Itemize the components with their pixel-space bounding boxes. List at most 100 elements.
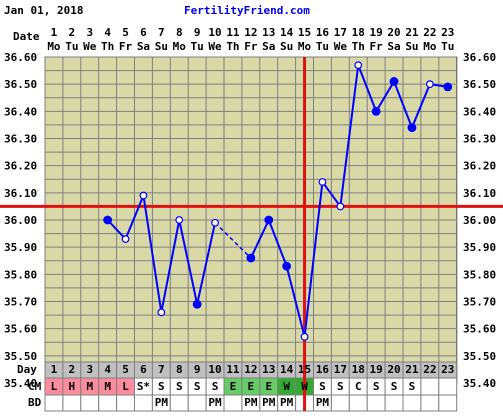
x-date-label: 5 [122,26,129,39]
y-tick-label-right: 35.50 [463,350,496,363]
cycle-day-label: 3 [86,363,93,376]
cm-label: E [230,380,237,393]
y-tick-label-right: 36.20 [463,160,496,173]
y-tick-label-left: 35.70 [4,296,37,309]
cycle-day-label: 8 [176,363,183,376]
row-cell [420,394,440,412]
cycle-day-label: 19 [370,363,383,376]
row-cell [116,394,135,412]
series-segment [124,195,145,240]
x-date-label: 23 [441,26,454,39]
data-point [407,123,417,133]
data-point [103,215,113,225]
bd-label: PM [155,396,169,409]
row-cell [44,394,64,412]
cm-label: S* [137,380,150,393]
y-tick-label-left: 36.40 [4,105,37,118]
data-point [264,215,274,225]
y-tick-label-left: 36.00 [4,214,37,227]
series-segment [160,219,181,313]
cycle-day-label: 12 [244,363,257,376]
x-date-label: 7 [158,26,165,39]
cm-label: M [86,380,93,393]
y-tick-label-left: 36.10 [4,187,37,200]
y-tick-label-right: 35.40 [463,377,496,390]
x-weekday-label: Tu [65,40,78,53]
y-tick-label-right: 36.50 [463,78,496,91]
row-cell [366,394,386,412]
row-cell [134,394,153,412]
x-weekday-label: Mo [298,40,312,53]
cm-label: S [337,380,344,393]
bd-label: PM [262,396,276,409]
cm-label: W [283,380,290,393]
data-point [371,106,381,116]
x-date-label: 22 [423,26,436,39]
x-weekday-label: Sa [262,40,275,53]
x-date-label: 8 [176,26,183,39]
bd-label: PM [244,396,258,409]
x-date-label: 13 [262,26,275,39]
cm-label: S [319,380,326,393]
cycle-day-label: 17 [334,363,347,376]
x-weekday-label: Su [405,40,418,53]
row-cell [98,394,118,412]
y-tick-label-right: 35.70 [463,296,496,309]
cycle-day-label: 15 [298,363,311,376]
x-date-label: 2 [69,26,76,39]
series-segment [178,219,199,305]
cycle-day-label: 4 [104,363,111,376]
y-tick-label-left: 35.40 [4,377,37,390]
day-row-label: Day [17,363,37,376]
cm-label: S [158,380,165,393]
series-segment [375,80,395,112]
data-point [246,253,256,263]
x-weekday-label: Th [352,40,365,53]
site-link[interactable]: FertilityFriend.com [184,4,310,17]
series-segment [196,222,217,305]
x-date-label: 9 [194,26,201,39]
x-weekday-label: Sa [137,40,150,53]
x-weekday-label: Sa [387,40,400,53]
y-tick-label-left: 35.90 [4,241,37,254]
data-point [443,82,453,92]
row-cell [169,394,189,412]
cycle-day-label: 16 [316,363,330,376]
y-tick-label-left: 36.60 [4,51,37,64]
series-segment [321,181,342,208]
series-segment [303,181,324,337]
y-tick-label-right: 35.90 [463,241,496,254]
bd-label: PM [280,396,294,409]
x-date-label: 6 [140,26,147,39]
cm-label: S [176,380,183,393]
y-tick-label-left: 35.50 [4,350,37,363]
cycle-day-label: 11 [226,363,240,376]
x-weekday-label: Th [101,40,114,53]
y-tick-label-left: 36.20 [4,160,37,173]
data-point [354,61,363,70]
x-weekday-label: Fr [244,40,258,53]
bottom-rows [44,361,458,412]
chart-date: Jan 01, 2018 [4,4,83,17]
data-point [211,218,219,227]
x-weekday-label: Fr [119,40,133,53]
cm-label: E [248,380,255,393]
cm-label: S [373,380,380,393]
x-date-label: 15 [298,26,311,39]
x-date-label: 19 [370,26,383,39]
series-segment [357,64,378,112]
y-tick-label-left: 36.30 [4,133,37,146]
data-point [192,299,202,309]
y-tick-label-right: 35.80 [463,268,496,281]
y-tick-label-right: 36.10 [463,187,496,200]
cycle-day-label: 1 [51,363,58,376]
x-weekday-label: Fr [370,40,384,53]
x-weekday-label: Mo [47,40,61,53]
y-tick-label-right: 35.60 [463,323,496,336]
row-cell [223,394,243,412]
cycle-day-label: 9 [194,363,201,376]
cycle-day-label: 5 [122,363,129,376]
row-cell [420,377,440,396]
y-tick-label-right: 36.40 [463,105,496,118]
row-cell [384,394,404,412]
